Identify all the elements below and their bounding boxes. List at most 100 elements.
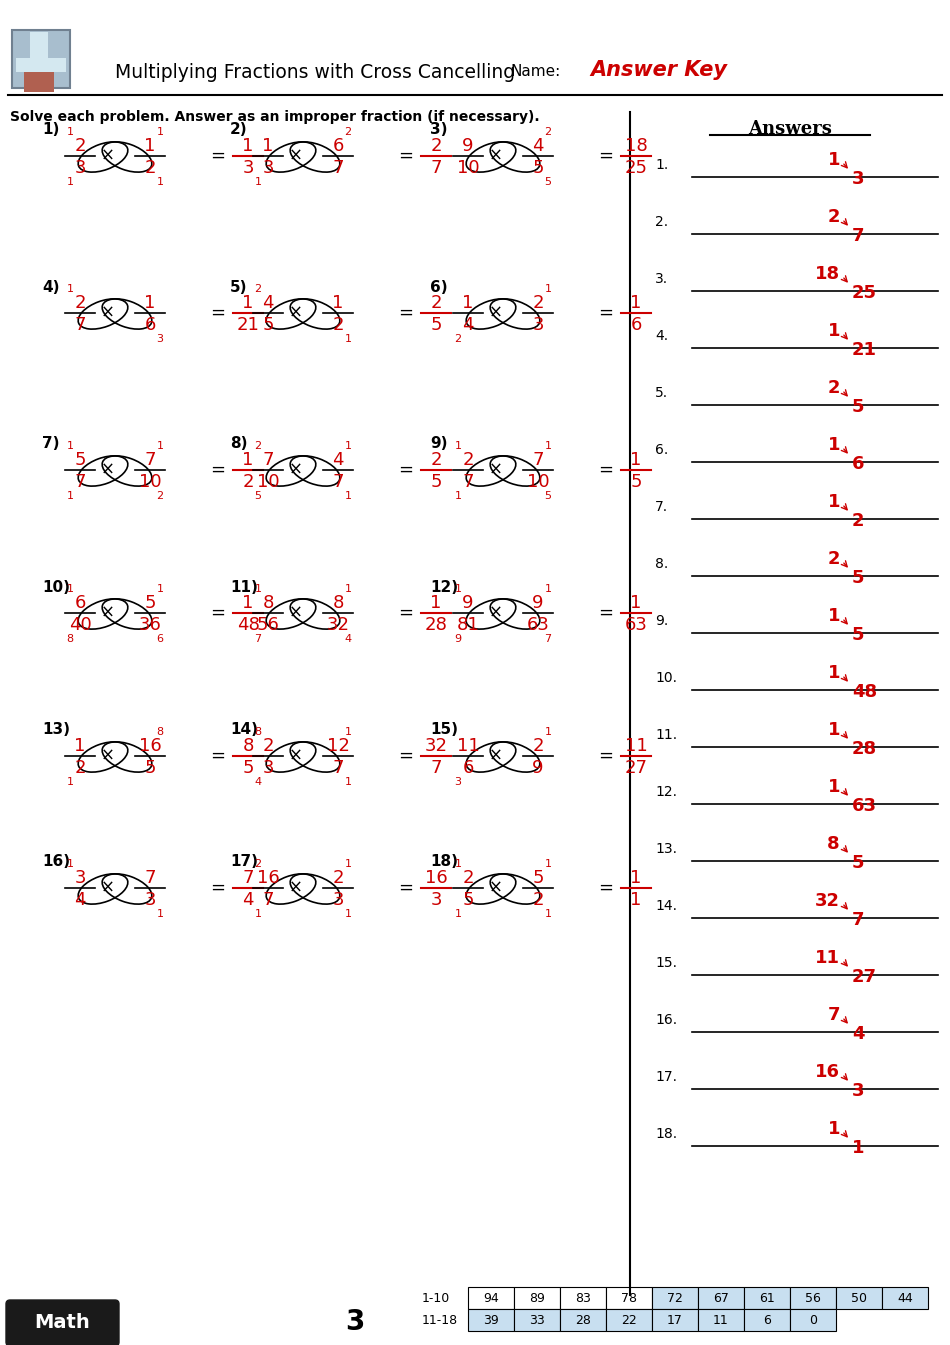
Text: 14): 14) xyxy=(230,722,258,737)
Text: 83: 83 xyxy=(575,1291,591,1305)
Text: =: = xyxy=(398,461,413,479)
Text: Solve each problem. Answer as an improper fraction (if necessary).: Solve each problem. Answer as an imprope… xyxy=(10,110,540,124)
Text: =: = xyxy=(211,461,225,479)
Text: 3: 3 xyxy=(242,159,254,178)
Text: ×: × xyxy=(489,746,503,765)
Text: 4: 4 xyxy=(262,295,274,312)
Text: 16.: 16. xyxy=(655,1013,677,1028)
Text: 5: 5 xyxy=(852,569,864,586)
Text: 11: 11 xyxy=(457,737,480,755)
Text: 4: 4 xyxy=(345,633,352,644)
Text: 6: 6 xyxy=(763,1314,771,1326)
Text: 1: 1 xyxy=(454,859,462,869)
Text: ×: × xyxy=(289,604,303,621)
Text: 7: 7 xyxy=(852,911,864,929)
Text: 5: 5 xyxy=(144,594,156,612)
Text: 6: 6 xyxy=(332,137,344,155)
Text: =: = xyxy=(598,604,614,621)
Text: 2: 2 xyxy=(255,859,261,869)
Text: 2: 2 xyxy=(827,379,840,397)
Text: 21: 21 xyxy=(852,342,877,359)
Text: 27: 27 xyxy=(624,759,648,777)
Text: =: = xyxy=(398,147,413,165)
Text: 3: 3 xyxy=(454,777,462,787)
Bar xyxy=(468,1287,514,1309)
Text: 6: 6 xyxy=(852,455,864,473)
Text: 8: 8 xyxy=(242,737,254,755)
Bar xyxy=(790,1287,836,1309)
Text: 2: 2 xyxy=(532,890,543,909)
Bar xyxy=(744,1287,790,1309)
Text: ×: × xyxy=(489,604,503,621)
Text: 1: 1 xyxy=(630,451,641,469)
Text: 1: 1 xyxy=(630,594,641,612)
Text: 2: 2 xyxy=(827,550,840,568)
Text: 1-10: 1-10 xyxy=(422,1291,450,1305)
Text: 10: 10 xyxy=(256,473,279,491)
Text: 48: 48 xyxy=(852,683,877,701)
Text: 1: 1 xyxy=(827,1120,840,1138)
Text: 7: 7 xyxy=(74,473,85,491)
Text: 14.: 14. xyxy=(655,898,677,913)
Bar xyxy=(836,1287,882,1309)
Text: 1: 1 xyxy=(454,584,462,594)
Text: 1: 1 xyxy=(74,737,85,755)
Text: 9: 9 xyxy=(463,137,474,155)
Text: 17: 17 xyxy=(667,1314,683,1326)
Text: 2: 2 xyxy=(463,869,474,886)
Text: 27: 27 xyxy=(852,968,877,986)
Text: 25: 25 xyxy=(852,284,877,303)
Text: ×: × xyxy=(101,746,115,765)
Text: 15): 15) xyxy=(430,722,458,737)
Text: 56: 56 xyxy=(805,1291,821,1305)
Text: 63: 63 xyxy=(526,616,549,633)
Text: 7: 7 xyxy=(144,451,156,469)
Text: 8: 8 xyxy=(255,728,261,737)
Text: 1: 1 xyxy=(430,594,442,612)
Text: 3: 3 xyxy=(144,890,156,909)
Text: ×: × xyxy=(489,304,503,321)
Text: 5: 5 xyxy=(544,491,552,500)
Text: 2: 2 xyxy=(532,737,543,755)
Text: 5: 5 xyxy=(463,890,474,909)
Bar xyxy=(882,1287,928,1309)
Text: Math: Math xyxy=(34,1314,90,1333)
Text: 1: 1 xyxy=(332,295,344,312)
Text: 7: 7 xyxy=(544,633,552,644)
Text: =: = xyxy=(598,461,614,479)
Text: 1: 1 xyxy=(345,777,352,787)
Text: 4: 4 xyxy=(242,890,254,909)
Text: =: = xyxy=(398,746,413,765)
Text: 32: 32 xyxy=(815,892,840,911)
Text: ×: × xyxy=(101,604,115,621)
Text: 1: 1 xyxy=(827,721,840,738)
Text: 9): 9) xyxy=(430,437,447,452)
FancyBboxPatch shape xyxy=(12,30,70,87)
Text: 2.: 2. xyxy=(655,215,668,229)
Text: 1: 1 xyxy=(454,909,462,919)
Text: 3: 3 xyxy=(430,890,442,909)
Text: 1: 1 xyxy=(157,126,163,137)
Text: ×: × xyxy=(489,147,503,165)
Text: 11: 11 xyxy=(625,737,647,755)
Text: 10): 10) xyxy=(42,580,70,594)
Text: 13): 13) xyxy=(42,722,70,737)
Text: 1: 1 xyxy=(66,491,73,500)
Text: 2: 2 xyxy=(852,512,864,530)
Text: 1: 1 xyxy=(144,295,156,312)
Text: 10: 10 xyxy=(457,159,480,178)
Text: 1: 1 xyxy=(827,321,840,340)
Text: 5: 5 xyxy=(852,625,864,644)
Text: 4: 4 xyxy=(852,1025,864,1042)
Text: 10: 10 xyxy=(526,473,549,491)
Text: 7: 7 xyxy=(332,159,344,178)
Bar xyxy=(698,1287,744,1309)
Text: ×: × xyxy=(289,461,303,479)
Text: 3: 3 xyxy=(262,159,274,178)
Text: 1: 1 xyxy=(345,584,352,594)
Text: 4.: 4. xyxy=(655,330,668,343)
Text: 2: 2 xyxy=(430,137,442,155)
Text: 7: 7 xyxy=(430,159,442,178)
FancyBboxPatch shape xyxy=(6,1301,119,1345)
Text: 5: 5 xyxy=(430,316,442,334)
